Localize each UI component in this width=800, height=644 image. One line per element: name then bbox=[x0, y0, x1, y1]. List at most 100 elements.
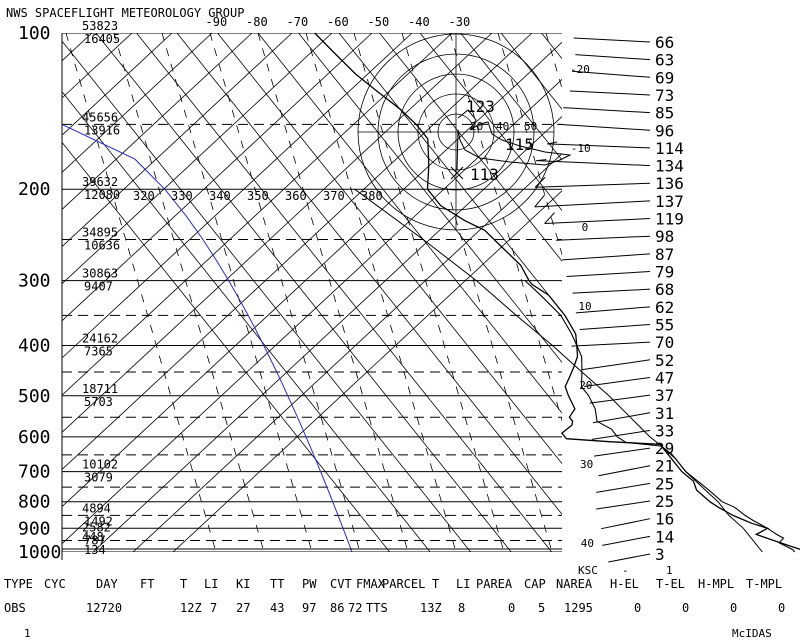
temperature-tick-label: -70 bbox=[287, 15, 309, 29]
wind-barb bbox=[567, 272, 650, 277]
height-meters-label: 53823 bbox=[82, 19, 118, 33]
table-value: 0 bbox=[634, 601, 641, 615]
isotherm bbox=[177, 33, 592, 552]
wind-barb bbox=[563, 108, 650, 113]
theta-label: 340 bbox=[209, 189, 231, 203]
wind-barb bbox=[581, 360, 650, 370]
mixing-ratio-label: 40 bbox=[581, 537, 594, 550]
axis-labels: 1002003004005006007008009001000-90-80-70… bbox=[18, 15, 594, 563]
table-value: 5 bbox=[538, 601, 545, 615]
wind-barb bbox=[562, 254, 650, 260]
dry-adiabat bbox=[0, 33, 452, 553]
wind-barb bbox=[556, 236, 650, 240]
wind-speed-label: 16 bbox=[655, 510, 674, 529]
wind-speed-label: 47 bbox=[655, 368, 674, 387]
table-value: TTS bbox=[366, 601, 388, 615]
isotherm bbox=[744, 33, 800, 552]
wind-barb bbox=[574, 38, 650, 42]
table-value: OBS bbox=[4, 601, 26, 615]
table-header: LI bbox=[204, 577, 218, 591]
table-header: FT bbox=[140, 577, 154, 591]
wind-barb bbox=[602, 536, 650, 545]
wind-barb bbox=[575, 55, 650, 60]
isotherm bbox=[663, 33, 800, 552]
table-value: 0 bbox=[778, 601, 785, 615]
table-value: 72 bbox=[348, 601, 362, 615]
wind-barb bbox=[535, 201, 650, 207]
pressure-tick-label: 400 bbox=[18, 335, 51, 356]
height-feet-label: 7365 bbox=[84, 344, 113, 358]
table-header: KI bbox=[236, 577, 250, 591]
height-meters-label: 30863 bbox=[82, 267, 118, 281]
parcel-line bbox=[355, 189, 763, 552]
height-feet-label: 9407 bbox=[84, 280, 113, 294]
table-value: 86 bbox=[330, 601, 344, 615]
mixing-ratio-label: -10 bbox=[571, 142, 591, 155]
isotherm bbox=[299, 33, 714, 552]
table-header: PW bbox=[302, 577, 317, 591]
table-value: 12720 bbox=[86, 601, 122, 615]
table-header: T bbox=[432, 577, 439, 591]
wind-speed-label: 85 bbox=[655, 104, 674, 123]
height-feet-label: 12080 bbox=[84, 188, 120, 202]
pressure-tick-label: 600 bbox=[18, 427, 51, 448]
station-id: KSC bbox=[578, 564, 598, 577]
wind-speed-label: 119 bbox=[655, 210, 684, 229]
isotherm bbox=[96, 33, 511, 552]
table-value: 8 bbox=[458, 601, 465, 615]
temperature-line bbox=[315, 33, 800, 552]
wind-barb bbox=[594, 448, 650, 456]
height-meters-label: 18711 bbox=[82, 382, 118, 396]
wind-barb bbox=[596, 501, 650, 509]
wind-barb bbox=[584, 377, 650, 386]
hodograph-level-label: 115 bbox=[505, 135, 534, 154]
wind-barb bbox=[590, 395, 650, 403]
wind-speed-label: 25 bbox=[655, 474, 674, 493]
height-meters-label: 24162 bbox=[82, 331, 118, 345]
table-value: 13Z bbox=[420, 601, 442, 615]
temperature-tick-label: -80 bbox=[246, 15, 268, 29]
height-feet-label: 5703 bbox=[84, 395, 113, 409]
station-dash: - bbox=[622, 564, 629, 577]
wind-speed-label: 63 bbox=[655, 51, 674, 70]
theta-label: 370 bbox=[323, 189, 345, 203]
table-header: T-EL bbox=[656, 577, 685, 591]
height-meters-label: 45656 bbox=[82, 110, 118, 124]
height-feet-label: 3079 bbox=[84, 471, 113, 485]
wind-barb bbox=[608, 554, 650, 562]
wind-speed-label: 79 bbox=[655, 263, 674, 282]
table-header: CVT bbox=[330, 577, 352, 591]
temperature-tick-label: -30 bbox=[449, 15, 471, 29]
theta-label: 350 bbox=[247, 189, 269, 203]
wind-barb bbox=[570, 91, 650, 95]
height-meters-label: 448 bbox=[82, 530, 104, 544]
isotherm bbox=[0, 33, 390, 552]
wind-speed-label: 68 bbox=[655, 280, 674, 299]
pressure-tick-label: 900 bbox=[18, 518, 51, 539]
wind-speed-label: 21 bbox=[655, 457, 674, 476]
footer-brand: McIDAS bbox=[732, 627, 772, 640]
table-header: T-MPL bbox=[746, 577, 782, 591]
table-header: H-MPL bbox=[698, 577, 734, 591]
footer-left: 1 bbox=[24, 627, 31, 640]
table-value: 12Z bbox=[180, 601, 202, 615]
dry-adiabat bbox=[52, 33, 612, 553]
table-header: NAREA bbox=[556, 577, 593, 591]
wind-barb bbox=[557, 124, 650, 130]
table-header: CAP bbox=[524, 577, 546, 591]
sounding-profiles bbox=[315, 33, 800, 552]
table-header: CYC bbox=[44, 577, 66, 591]
mixing-ratio-label: -20 bbox=[570, 63, 590, 76]
wind-barb bbox=[572, 342, 651, 346]
wind-barb bbox=[596, 483, 650, 492]
wind-barb bbox=[592, 430, 650, 439]
pressure-tick-label: 200 bbox=[18, 179, 51, 200]
wind-speed-label: 96 bbox=[655, 121, 674, 140]
wind-speed-label: 25 bbox=[655, 492, 674, 511]
wind-speed-label: 114 bbox=[655, 139, 684, 158]
wind-speed-label: 52 bbox=[655, 351, 674, 370]
theta-label: 320 bbox=[133, 189, 155, 203]
wind-speed-label: 134 bbox=[655, 157, 684, 176]
